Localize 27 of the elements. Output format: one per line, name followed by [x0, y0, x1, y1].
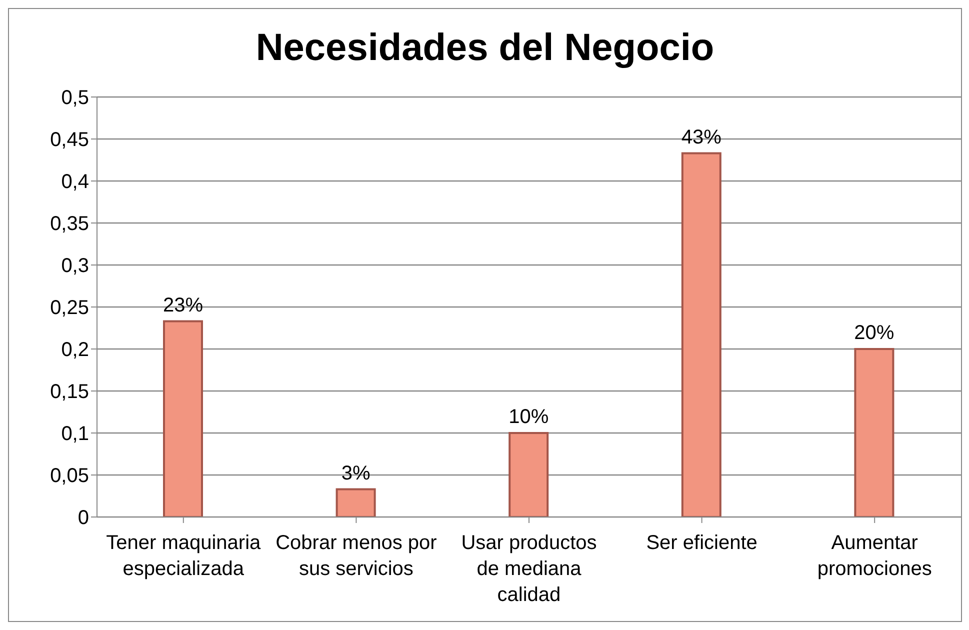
bar	[163, 320, 203, 517]
bar	[854, 348, 894, 517]
y-tick-label: 0,45	[50, 129, 89, 152]
data-label: 20%	[854, 322, 894, 344]
y-tick-label: 0	[78, 507, 89, 530]
chart-title: Necesidades del Negocio	[254, 27, 716, 71]
bar	[681, 152, 722, 517]
x-tick-label: Ser eficiente	[646, 532, 758, 554]
y-tick-label: 0,15	[50, 381, 89, 404]
x-tick-label: Tener maquinaria especializada	[106, 532, 262, 580]
y-tick-label: 0,1	[61, 423, 89, 446]
data-label: 10%	[508, 406, 549, 428]
data-label: 43%	[681, 126, 722, 148]
bar	[336, 488, 376, 517]
x-tick-label: Usar productos de mediana calidad	[461, 532, 597, 606]
y-tick-label: 0,05	[50, 465, 89, 488]
x-tick-label: Cobrar menos por sus servicios	[276, 532, 438, 580]
y-tick-label: 0,4	[61, 171, 89, 194]
bar	[508, 432, 549, 517]
y-tick-label: 0,2	[61, 339, 89, 362]
y-tick-label: 0,35	[50, 213, 89, 236]
x-tick-label: Aumentar promociones	[817, 532, 932, 580]
y-tick-label: 0,5	[61, 87, 89, 110]
y-tick-label: 0,3	[61, 255, 89, 278]
y-tick-label: 0,25	[50, 297, 89, 320]
data-label: 23%	[162, 294, 204, 316]
data-label: 3%	[341, 462, 370, 484]
